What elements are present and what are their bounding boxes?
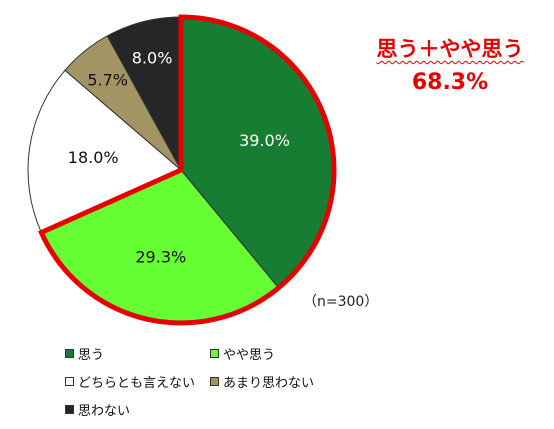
legend-item-1: 思う [65,344,104,363]
slice-value-label-1: 39.0% [239,131,290,150]
highlight-annotation-value: 68.3% [411,70,489,95]
legend-swatch [65,377,74,386]
slice-value-label-5: 8.0% [132,48,173,67]
legend-label: 思う [78,348,105,363]
legend: 思う やや思うどちらとも言えない あまり思わない思わない [65,344,385,428]
highlight-annotation-title: 思う＋やや思う [376,37,524,61]
legend-label: 思わない [78,404,131,419]
highlight-annotation: 思う＋やや思う 68.3% [350,36,550,98]
slice-value-label-4: 5.7% [87,71,128,90]
sample-size-note: （n=300） [303,294,379,310]
slice-value-label-3: 18.0% [68,148,119,167]
slice-value-label-2: 29.3% [135,247,186,266]
slice-labels: 39.0% 29.3% 18.0% 5.7%8.0% [68,48,290,266]
legend-swatch [65,405,74,414]
legend-item-3: どちらとも言えない [65,372,195,391]
legend-label: あまり思わない [223,376,315,391]
legend-swatch [210,349,219,358]
legend-label: どちらとも言えない [78,376,196,391]
legend-item-4: あまり思わない [210,372,314,391]
pie-slices [27,16,335,324]
legend-swatch [210,377,219,386]
legend-label: やや思う [223,348,276,363]
legend-item-5: 思わない [65,400,130,419]
highlight-outline [38,14,337,326]
legend-item-2: やや思う [210,344,275,363]
pie-slice-3 [27,69,182,234]
legend-swatch [65,349,74,358]
